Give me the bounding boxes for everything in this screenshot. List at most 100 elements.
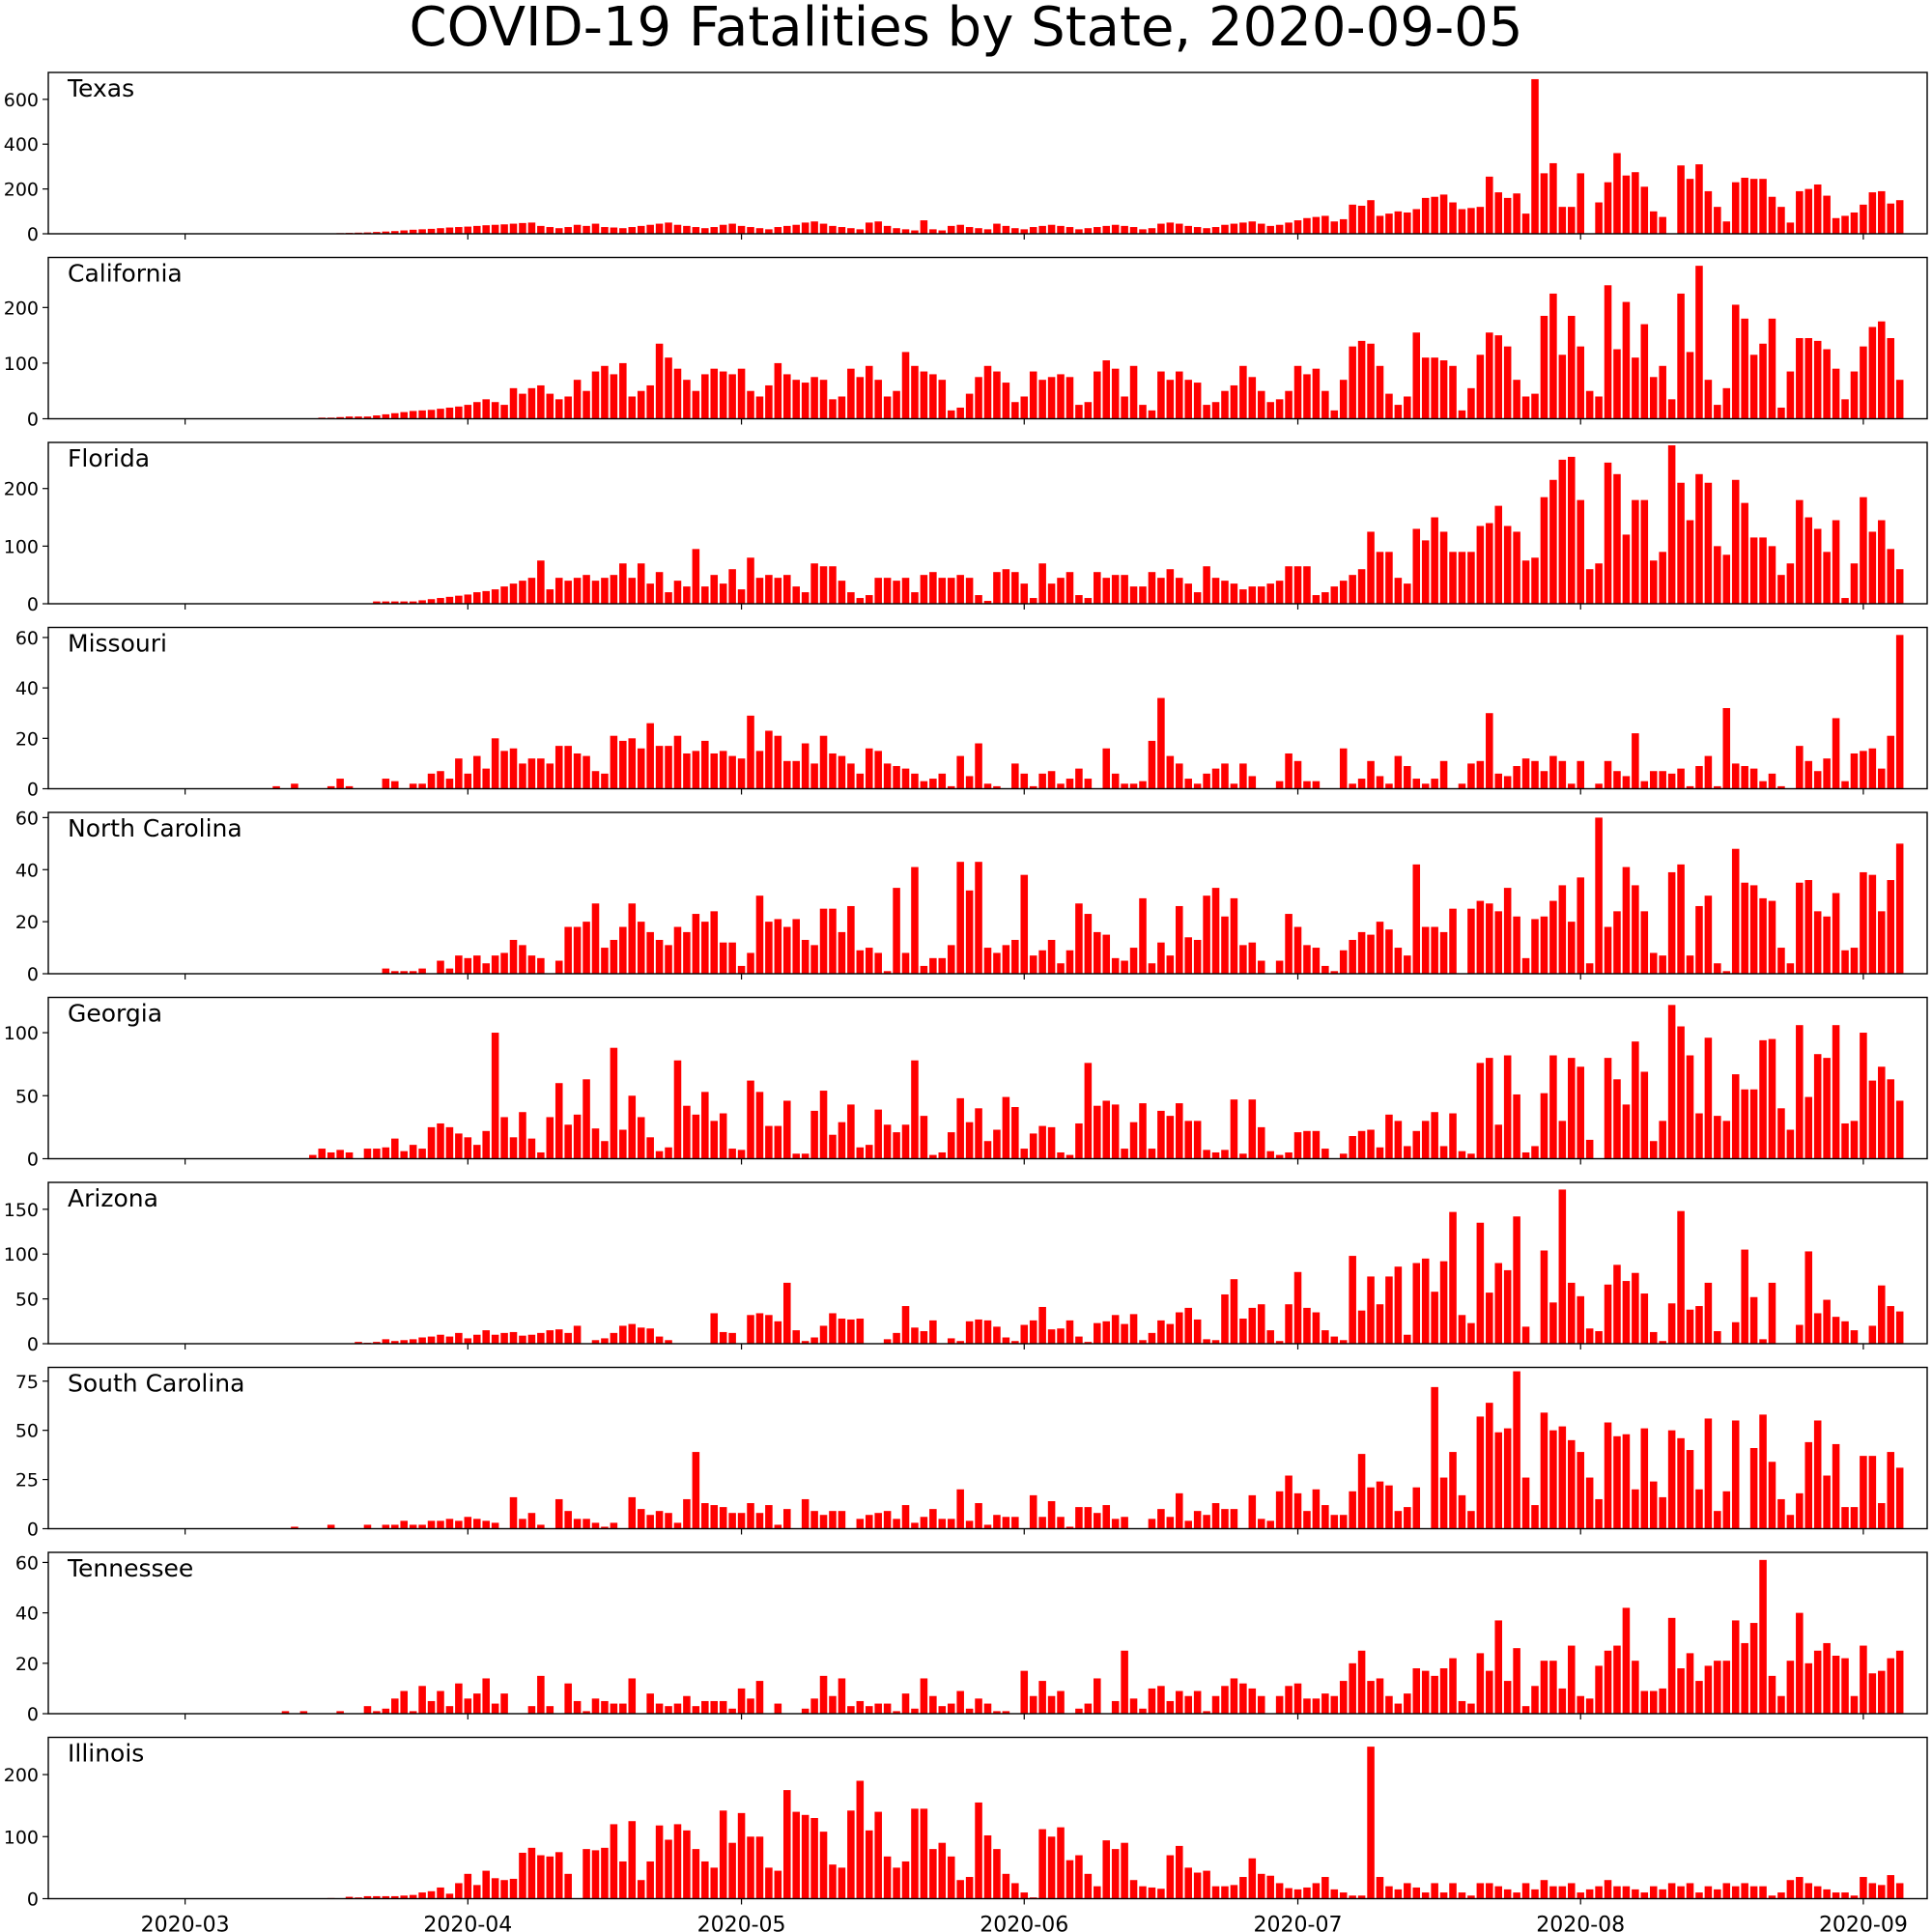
bar [683,1830,691,1899]
bar [1659,1341,1666,1344]
bar [1121,1842,1128,1899]
bar [1494,505,1503,604]
bar [893,228,900,234]
bar [792,760,800,789]
bar [1768,1895,1776,1899]
bar [683,1695,691,1714]
bar [1404,766,1411,789]
bar [883,1124,892,1159]
bar [1193,592,1202,604]
y-tick-label: 50 [15,1421,39,1442]
bar [1786,1880,1795,1899]
bar [1568,783,1576,789]
bar [719,583,727,605]
bar [418,600,426,604]
bar [628,227,637,234]
panel-frame [47,1181,1928,1345]
bar [1749,1886,1758,1899]
bar [1029,1320,1037,1344]
bar [291,1526,298,1529]
bar [1367,200,1375,234]
bar [500,1332,508,1344]
x-tick-label: 2020-06 [980,1914,1068,1932]
bar [747,390,754,419]
bar [1230,1099,1238,1159]
bar [1412,528,1421,604]
bar [1494,773,1503,789]
bar [728,223,736,234]
panel-frame [47,811,1928,975]
bar [1613,1645,1621,1714]
bar [1203,228,1210,234]
bar [983,948,992,974]
bar [1677,768,1685,789]
bar [1139,405,1147,419]
bar [1303,1307,1311,1344]
bar [1486,332,1493,419]
bar [546,1117,554,1159]
bar [610,1703,618,1714]
bar [427,410,436,419]
bar [983,1703,992,1714]
bar [464,594,472,604]
bar [646,583,654,605]
bar [1011,763,1019,789]
bar [336,779,344,789]
bar [1659,1121,1666,1159]
bar [619,1703,627,1714]
bar [1230,1509,1238,1529]
bar [1321,1693,1329,1715]
bar [893,581,900,604]
bar [1011,1883,1019,1899]
bar [1585,390,1594,419]
bar [856,229,865,234]
y-tick-label: 25 [15,1470,39,1492]
bar [956,1097,964,1159]
bar [1704,190,1713,234]
bar [1786,963,1795,974]
bar [719,1331,727,1344]
bar [1449,908,1457,974]
bar [1595,396,1603,419]
bar [409,1145,417,1159]
bar [1677,1210,1685,1344]
bar [1404,955,1411,974]
bar [1521,1477,1530,1529]
y-tick-label: 20 [15,728,39,750]
bar [546,227,554,234]
bar [856,1780,865,1899]
bar [1349,575,1356,604]
bar [1850,1895,1859,1899]
bar [683,1105,691,1159]
bar [1449,1113,1457,1159]
bar [1467,1511,1475,1529]
bar [755,895,764,974]
bar [893,390,900,419]
bar [1878,911,1886,974]
bar [1531,1505,1539,1529]
bar [1640,1428,1649,1529]
bar [774,735,782,789]
bar [1558,355,1567,419]
bar [1193,383,1202,419]
bar [1731,1321,1740,1344]
bar [373,1342,381,1344]
y-tick-label: 0 [27,594,39,615]
bar [1367,1276,1375,1344]
bar [956,1489,964,1529]
bar [546,763,554,789]
bar [847,592,855,604]
bar [901,1124,910,1159]
bar [1349,204,1356,234]
bar [1111,957,1120,974]
bar [1531,1889,1539,1899]
bar [1585,1698,1594,1714]
bar [1404,1883,1411,1899]
bar [464,1517,472,1529]
bar [1731,1420,1740,1529]
bar [1184,583,1192,605]
bar [1266,1520,1274,1529]
bar [865,595,873,604]
bar [601,773,609,789]
bar [701,1861,709,1899]
